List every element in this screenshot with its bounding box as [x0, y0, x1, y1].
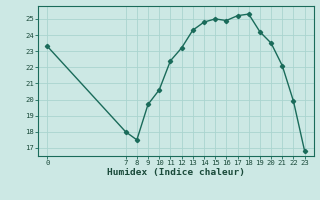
X-axis label: Humidex (Indice chaleur): Humidex (Indice chaleur)	[107, 168, 245, 177]
